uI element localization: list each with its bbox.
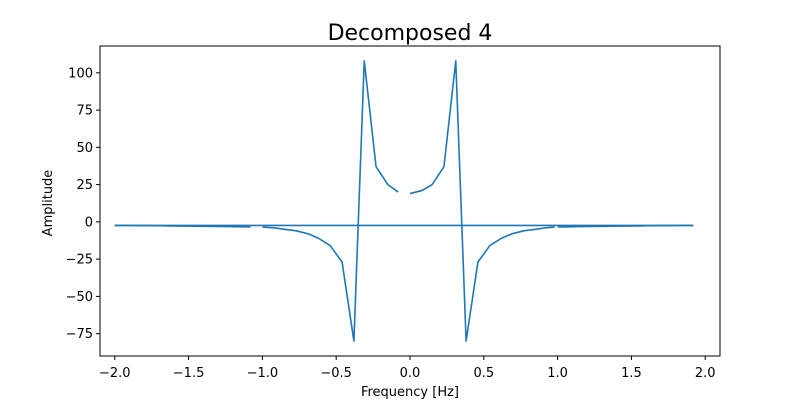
y-tick-label: 75: [76, 104, 93, 119]
y-tick-label: 0: [85, 215, 93, 230]
y-tick-label: −75: [66, 327, 93, 342]
series-layer: [114, 60, 694, 342]
x-axis-label: Frequency [Hz]: [361, 385, 459, 400]
x-tick-label: 0.5: [473, 366, 494, 381]
x-tick-label: −1.0: [247, 366, 279, 381]
series-line-segment-0-0: [262, 60, 399, 342]
plot-frame: [99, 45, 721, 357]
y-tick-label: −25: [66, 253, 93, 268]
y-axis-label: Amplitude: [41, 170, 56, 237]
x-tick-label: −0.5: [320, 366, 352, 381]
x-tick-label: 1.0: [547, 366, 568, 381]
series-line-segment-0-1: [409, 60, 555, 342]
x-tick-label: 0.0: [400, 366, 421, 381]
x-tick-label: −2.0: [99, 366, 131, 381]
y-tick-label: 100: [68, 66, 93, 81]
y-axis: 100 75 50 25 0 −25 −50 −75: [66, 66, 100, 342]
y-tick-label: 25: [76, 178, 93, 193]
x-tick-label: 1.5: [621, 366, 642, 381]
chart-title: Decomposed 4: [328, 21, 493, 46]
y-tick-label: −50: [66, 290, 93, 305]
x-tick-label: −1.5: [173, 366, 205, 381]
y-tick-label: 50: [76, 141, 93, 156]
x-axis: −2.0 −1.5 −1.0 −0.5 0.0 0.5 1.0 1.5 2.0: [99, 356, 716, 381]
x-tick-label: 2.0: [695, 366, 716, 381]
